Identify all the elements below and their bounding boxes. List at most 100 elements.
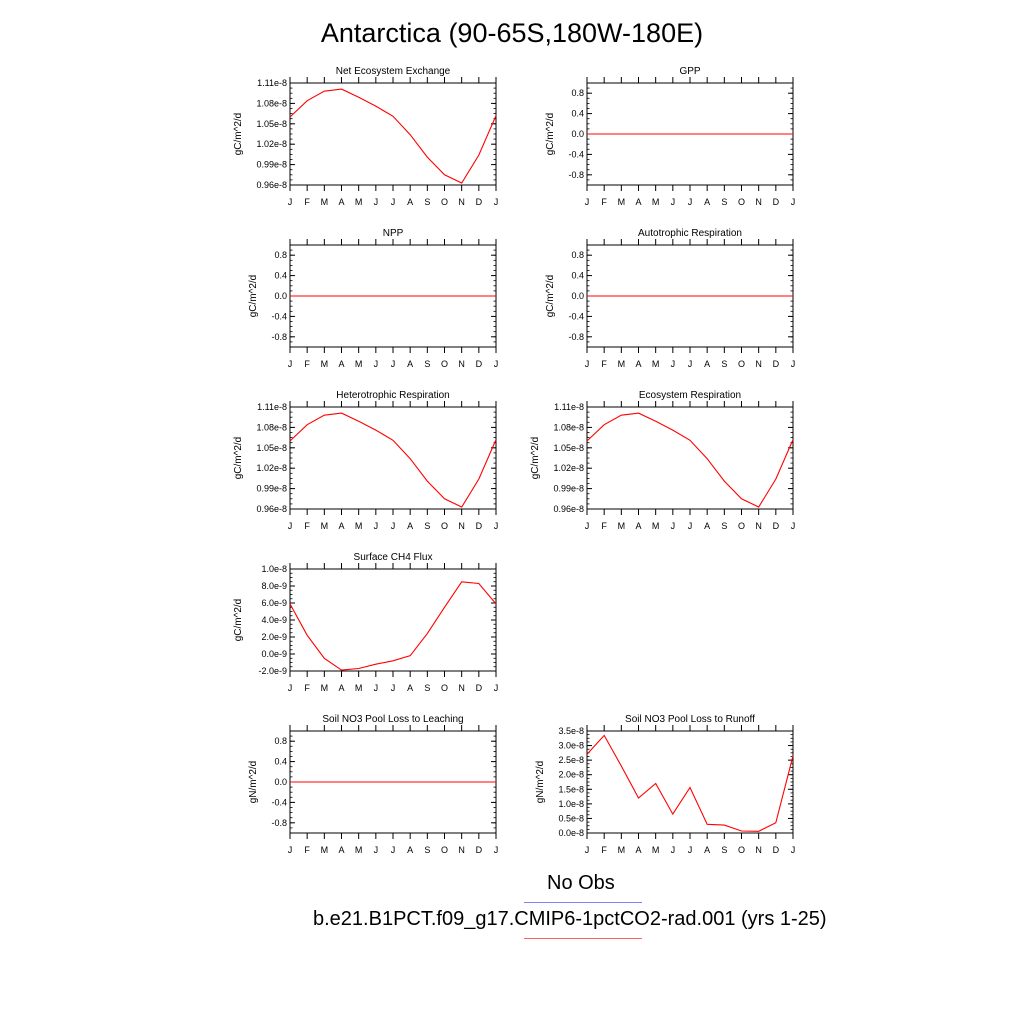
y-tick-label: -0.8 xyxy=(271,332,287,342)
series-line xyxy=(289,412,497,508)
y-tick-label: -0.8 xyxy=(568,332,584,342)
y-tick-label: -0.4 xyxy=(568,311,584,321)
series-line xyxy=(586,412,794,508)
y-tick-label: 0.8 xyxy=(571,88,584,98)
x-tick-label: M xyxy=(321,845,329,855)
x-tick-label: A xyxy=(338,197,344,207)
y-tick-label: 1.05e-8 xyxy=(553,443,584,453)
chart-title: Heterotrophic Respiration xyxy=(336,390,449,401)
x-tick-label: F xyxy=(304,521,310,531)
y-tick-label: 0.96e-8 xyxy=(553,504,584,514)
y-tick-label: 0.0 xyxy=(571,129,584,139)
x-tick-label: A xyxy=(635,845,641,855)
y-tick-label: 1.0e-8 xyxy=(558,799,584,809)
y-tick-label: 0.8 xyxy=(274,250,287,260)
x-tick-label: O xyxy=(441,521,448,531)
x-tick-label: J xyxy=(391,683,396,693)
x-tick-label: D xyxy=(773,845,780,855)
y-tick-label: -0.8 xyxy=(568,170,584,180)
x-tick-label: J xyxy=(688,197,693,207)
x-tick-label: J xyxy=(374,683,379,693)
x-tick-label: O xyxy=(441,197,448,207)
x-tick-label: J xyxy=(391,845,396,855)
y-axis-label: gC/m^2/d xyxy=(545,275,556,318)
y-tick-label: 1.05e-8 xyxy=(256,119,287,129)
x-tick-label: J xyxy=(688,521,693,531)
y-axis-label: gC/m^2/d xyxy=(248,275,259,318)
legend-model-line xyxy=(524,938,642,939)
x-tick-label: N xyxy=(458,521,465,531)
x-tick-label: D xyxy=(476,521,483,531)
x-tick-label: O xyxy=(738,197,745,207)
y-tick-label: 1.11e-8 xyxy=(257,402,287,412)
x-tick-label: A xyxy=(338,845,344,855)
x-tick-label: M xyxy=(355,359,363,369)
x-tick-label: M xyxy=(321,197,329,207)
x-tick-label: A xyxy=(704,359,710,369)
y-tick-label: 0.8 xyxy=(274,736,287,746)
chart-panel-6: 0.96e-8 0.99e-8 1.02e-8 1.05e-8 1.08e-8 1.11e… xyxy=(530,390,795,531)
x-tick-label: J xyxy=(791,359,796,369)
x-tick-label: M xyxy=(355,197,363,207)
y-axis-label: gN/m^2/d xyxy=(535,761,546,804)
x-tick-label: M xyxy=(652,521,660,531)
y-axis-label: gC/m^2/d xyxy=(233,113,244,156)
x-tick-label: S xyxy=(721,197,727,207)
x-tick-label: N xyxy=(755,197,762,207)
x-tick-label: A xyxy=(407,683,413,693)
y-tick-label: 1.08e-8 xyxy=(553,422,584,432)
y-tick-label: 0.96e-8 xyxy=(256,504,287,514)
y-tick-label: -0.4 xyxy=(271,797,287,807)
x-tick-label: N xyxy=(458,359,465,369)
y-tick-label: 0.0 xyxy=(571,291,584,301)
x-tick-label: O xyxy=(441,359,448,369)
x-tick-label: M xyxy=(355,683,363,693)
x-tick-label: A xyxy=(407,197,413,207)
x-tick-label: J xyxy=(374,845,379,855)
x-tick-label: S xyxy=(721,359,727,369)
x-tick-label: M xyxy=(652,197,660,207)
x-tick-label: J xyxy=(791,521,796,531)
x-tick-label: J xyxy=(585,845,590,855)
y-tick-label: 1.05e-8 xyxy=(256,443,287,453)
chart-panel-9: 0.0e-8 0.5e-8 1.0e-8 1.5e-8 2.0e-8 2.5e-8 3.0e… xyxy=(535,714,795,855)
y-tick-label: 1.0e-8 xyxy=(261,564,287,574)
x-tick-label: S xyxy=(424,359,430,369)
chart-panel-3: -0.8-0.40.00.40.8J F M A M J J A S O N D JNPPgC/m^2/… xyxy=(248,228,498,369)
y-tick-label: 0.4 xyxy=(571,109,584,119)
chart-panel-7: -2.0e-9 0.0e-9 2.0e-9 4.0e-9 6.0e-9 8.0e-9 1.0… xyxy=(233,552,498,693)
x-tick-label: F xyxy=(304,683,310,693)
x-tick-label: J xyxy=(374,197,379,207)
y-tick-label: 3.0e-8 xyxy=(558,741,584,751)
x-tick-label: F xyxy=(304,845,310,855)
x-tick-label: A xyxy=(635,359,641,369)
x-tick-label: M xyxy=(618,845,626,855)
y-tick-label: -2.0e-9 xyxy=(258,666,287,676)
x-tick-label: F xyxy=(304,359,310,369)
x-tick-label: N xyxy=(755,359,762,369)
x-tick-label: M xyxy=(618,521,626,531)
x-tick-label: J xyxy=(671,521,676,531)
x-tick-label: M xyxy=(321,521,329,531)
legend-obs-line xyxy=(524,902,642,903)
x-tick-label: J xyxy=(688,359,693,369)
x-tick-label: D xyxy=(476,683,483,693)
x-tick-label: N xyxy=(458,683,465,693)
y-tick-label: 0.4 xyxy=(571,271,584,281)
y-tick-label: 1.5e-8 xyxy=(558,784,584,794)
x-tick-label: O xyxy=(738,521,745,531)
x-tick-label: J xyxy=(585,521,590,531)
y-tick-label: -0.4 xyxy=(568,149,584,159)
x-tick-label: D xyxy=(773,521,780,531)
x-tick-label: M xyxy=(652,845,660,855)
chart-panel-4: -0.8-0.40.00.40.8J F M A M J J A S O N D JAutotrophi… xyxy=(545,228,795,369)
chart-panel-2: -0.8-0.40.00.40.8J F M A M J J A S O N D JGPPgC/m^2/… xyxy=(545,66,795,207)
chart-title: Autotrophic Respiration xyxy=(638,228,742,239)
y-tick-label: 0.96e-8 xyxy=(256,180,287,190)
chart-panel-5: 0.96e-8 0.99e-8 1.02e-8 1.05e-8 1.08e-8 1.11e… xyxy=(233,390,498,531)
x-tick-label: J xyxy=(585,197,590,207)
y-tick-label: -0.4 xyxy=(271,311,287,321)
x-tick-label: A xyxy=(407,359,413,369)
